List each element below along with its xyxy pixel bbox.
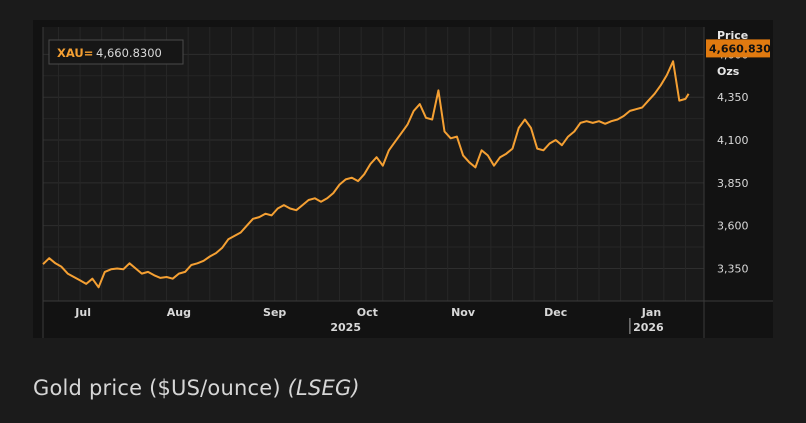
legend-value: 4,660.8300 bbox=[96, 46, 162, 60]
legend: XAU= 4,660.8300 bbox=[48, 39, 184, 65]
y-tick-label: 3,850 bbox=[717, 177, 749, 190]
price-line bbox=[42, 60, 690, 289]
axis-header-unit: Ozs bbox=[717, 65, 740, 78]
caption-source: (LSEG) bbox=[287, 376, 360, 400]
y-tick-label: 4,100 bbox=[717, 134, 749, 147]
legend-ric: XAU= bbox=[57, 46, 93, 60]
x-month-label: Oct bbox=[357, 306, 378, 319]
chart-panel: 3,3503,6003,8504,1004,3504,600JulAugSepO… bbox=[33, 20, 773, 338]
x-month-label: Nov bbox=[451, 306, 476, 319]
last-value-tag: 4,660.8300 bbox=[706, 39, 773, 58]
figure-caption: Gold price ($US/ounce) (LSEG) bbox=[33, 376, 360, 400]
caption-text: Gold price ($US/ounce) bbox=[33, 376, 281, 400]
last-value-box bbox=[706, 39, 770, 58]
axis-header-price: Price bbox=[717, 29, 748, 42]
last-value-text: 4,660.8300 bbox=[709, 42, 773, 55]
x-month-label: Aug bbox=[167, 306, 191, 319]
y-tick-label: 3,350 bbox=[717, 262, 749, 275]
x-month-label: Jul bbox=[74, 306, 91, 319]
y-tick-label: 4,350 bbox=[717, 91, 749, 104]
legend-frame bbox=[48, 39, 184, 65]
x-month-label: Dec bbox=[544, 306, 567, 319]
gold-price-chart: 3,3503,6003,8504,1004,3504,600JulAugSepO… bbox=[42, 27, 773, 338]
x-month-label: Sep bbox=[263, 306, 286, 319]
x-year-label: 2025 bbox=[330, 321, 361, 334]
x-month-label: Jan bbox=[641, 306, 661, 319]
x-year-label: 2026 bbox=[633, 321, 664, 334]
y-tick-label: 3,600 bbox=[717, 220, 749, 233]
plot-area bbox=[43, 27, 704, 301]
